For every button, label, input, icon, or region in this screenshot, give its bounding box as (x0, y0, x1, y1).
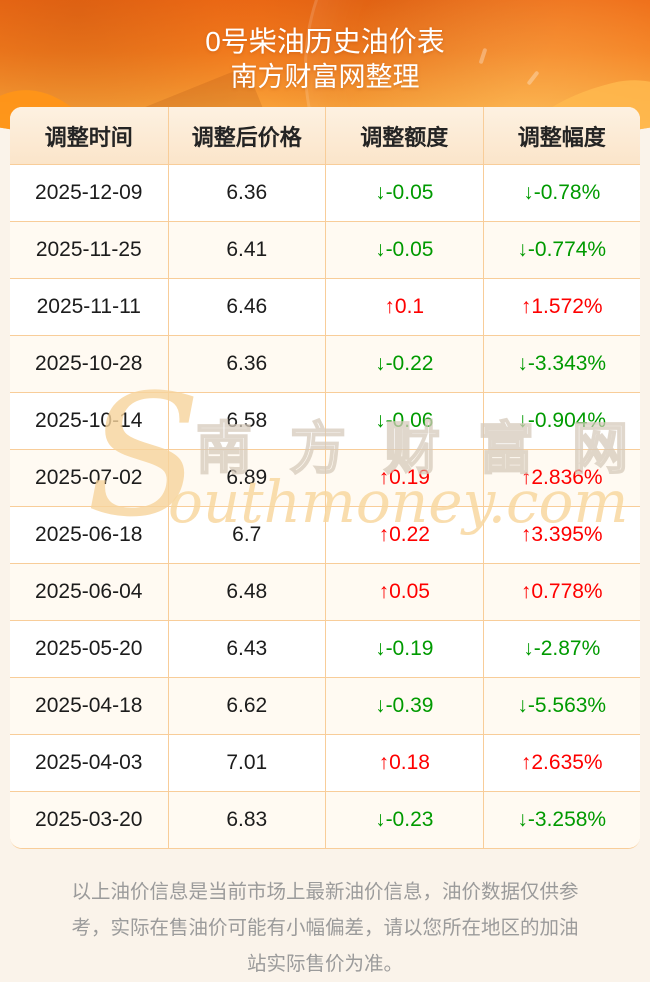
table-row: 2025-04-18 6.62 ↓-0.39 ↓-5.563% (10, 677, 640, 734)
table-row: 2025-06-04 6.48 ↑0.05 ↑0.778% (10, 563, 640, 620)
cell-price: 6.58 (167, 393, 326, 449)
cell-date: 2025-10-14 (35, 409, 143, 432)
cell-date: 2025-11-11 (36, 295, 141, 318)
cell-date: 2025-11-25 (35, 238, 142, 261)
cell-change: ↓-0.06 (325, 393, 483, 449)
cell-date: 2025-10-28 (35, 352, 143, 375)
cell-change: ↑0.1 (325, 279, 483, 335)
cell-rate: ↓-2.87% (482, 621, 641, 677)
cell-date: 2025-05-20 (35, 637, 143, 660)
table-row: 2025-05-20 6.43 ↓-0.19 ↓-2.87% (10, 620, 640, 677)
table-row: 2025-12-09 6.36 ↓-0.05 ↓-0.78% (10, 164, 640, 221)
cell-rate: ↑1.572% (482, 279, 641, 335)
cell-change: ↑0.18 (325, 735, 483, 791)
cell-date: 2025-04-18 (35, 694, 143, 717)
cell-price: 6.46 (167, 279, 326, 335)
hero-text-block: 0号柴油历史油价表 南方财富网整理 (0, 24, 650, 95)
cell-date: 2025-06-04 (35, 580, 143, 603)
column-header-price: 调整后价格 (167, 107, 326, 164)
page-title: 0号柴油历史油价表 (205, 26, 445, 57)
cell-date: 2025-06-18 (35, 523, 143, 546)
cell-rate: ↑2.836% (482, 450, 641, 506)
page-subtitle: 南方财富网整理 (230, 62, 420, 92)
cell-date: 2025-07-02 (35, 466, 143, 489)
cell-rate: ↓-3.258% (482, 792, 641, 848)
cell-price: 6.48 (167, 564, 326, 620)
column-header-change: 调整额度 (325, 107, 483, 164)
cell-price: 6.89 (167, 450, 326, 506)
table-row: 2025-11-11 6.46 ↑0.1 ↑1.572% (10, 278, 640, 335)
table-row: 2025-11-25 6.41 ↓-0.05 ↓-0.774% (10, 221, 640, 278)
cell-change: ↓-0.23 (325, 792, 483, 848)
cell-price: 6.36 (167, 336, 326, 392)
oil-price-table: 调整时间 调整后价格 调整额度 调整幅度 2025-12-09 6.36 ↓-0… (10, 107, 640, 849)
table-row: 2025-10-14 6.58 ↓-0.06 ↓-0.904% (10, 392, 640, 449)
table-row: 2025-06-18 6.7 ↑0.22 ↑3.395% (10, 506, 640, 563)
cell-change: ↓-0.22 (325, 336, 483, 392)
cell-price: 7.01 (167, 735, 326, 791)
cell-price: 6.83 (167, 792, 326, 848)
table-row: 2025-03-20 6.83 ↓-0.23 ↓-3.258% (10, 791, 640, 848)
cell-change: ↓-0.05 (325, 165, 483, 221)
cell-rate: ↓-0.904% (482, 393, 641, 449)
cell-change: ↓-0.05 (325, 222, 483, 278)
cell-rate: ↑3.395% (482, 507, 641, 563)
cell-price: 6.36 (167, 165, 326, 221)
cell-price: 6.41 (167, 222, 326, 278)
cell-change: ↑0.22 (325, 507, 483, 563)
cell-date: 2025-04-03 (35, 751, 143, 774)
cell-date: 2025-03-20 (35, 808, 143, 831)
table-row: 2025-04-03 7.01 ↑0.18 ↑2.635% (10, 734, 640, 791)
cell-rate: ↓-0.78% (482, 165, 641, 221)
cell-rate: ↓-5.563% (482, 678, 641, 734)
cell-rate: ↑2.635% (482, 735, 641, 791)
cell-change: ↓-0.19 (325, 621, 483, 677)
cell-change: ↑0.05 (325, 564, 483, 620)
column-header-rate: 调整幅度 (482, 107, 641, 164)
table-row: 2025-07-02 6.89 ↑0.19 ↑2.836% (10, 449, 640, 506)
table-header-row: 调整时间 调整后价格 调整额度 调整幅度 (10, 107, 640, 164)
cell-rate: ↓-0.774% (482, 222, 641, 278)
cell-change: ↑0.19 (325, 450, 483, 506)
column-header-date: 调整时间 (44, 124, 133, 150)
disclaimer-note: 以上油价信息是当前市场上最新油价信息，油价数据仅供参考，实际在售油价可能有小幅偏… (71, 881, 579, 975)
fuel-gauge-icon (304, 0, 650, 152)
table-body: 2025-12-09 6.36 ↓-0.05 ↓-0.78% 2025-11-2… (10, 164, 640, 848)
cell-price: 6.43 (167, 621, 326, 677)
cell-price: 6.7 (167, 507, 326, 563)
cell-rate: ↑0.778% (482, 564, 641, 620)
cell-date: 2025-12-09 (35, 181, 143, 204)
cell-rate: ↓-3.343% (482, 336, 641, 392)
table-row: 2025-10-28 6.36 ↓-0.22 ↓-3.343% (10, 335, 640, 392)
cell-price: 6.62 (167, 678, 326, 734)
cell-change: ↓-0.39 (325, 678, 483, 734)
